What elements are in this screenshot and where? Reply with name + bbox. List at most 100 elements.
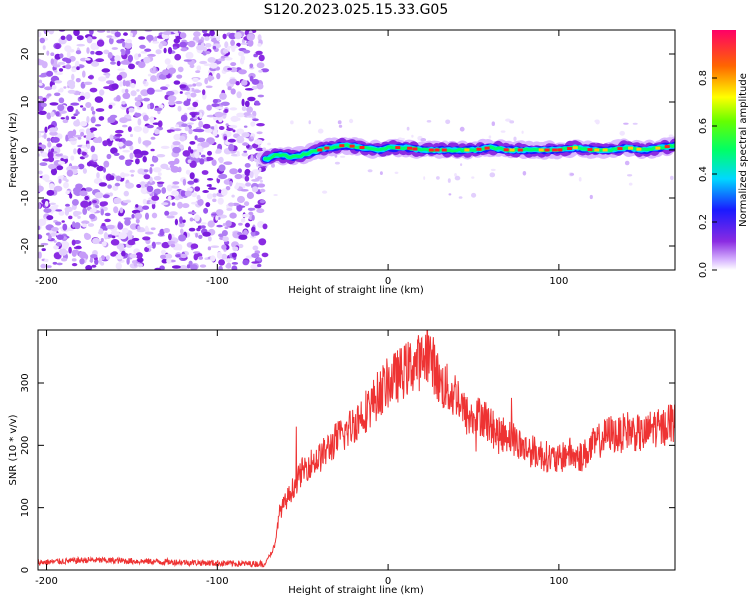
heatmap-noise-cell bbox=[100, 208, 104, 216]
heatmap-noise-cell bbox=[59, 87, 64, 93]
heatmap-noise-cell bbox=[244, 100, 250, 108]
heatmap-noise-cell bbox=[173, 46, 178, 50]
heatmap-noise-cell bbox=[71, 263, 78, 267]
heatmap-noise-cell bbox=[46, 93, 52, 97]
heatmap-noise-cell bbox=[207, 187, 217, 190]
heatmap-noise-cell bbox=[172, 146, 181, 154]
heatmap-noise-cell bbox=[154, 128, 160, 135]
heatmap-noise-cell bbox=[106, 80, 115, 85]
heatmap-noise-cell bbox=[224, 41, 229, 49]
heatmap-noise-cell bbox=[82, 70, 86, 78]
heatmap-noise-cell bbox=[214, 111, 224, 118]
heatmap-noise-cell bbox=[102, 194, 110, 199]
heatmap-noise-cell bbox=[150, 136, 156, 140]
heatmap-noise-cell bbox=[84, 91, 91, 100]
heatmap-noise-cell bbox=[179, 84, 187, 89]
heatmap-noise-cell bbox=[144, 48, 152, 52]
heatmap-noise-cell bbox=[214, 124, 218, 132]
heatmap-noise-cell bbox=[207, 75, 215, 81]
heatmap-noise-cell bbox=[89, 208, 97, 213]
heatmap-noise-cell bbox=[146, 34, 154, 42]
heatmap-noise-cell bbox=[62, 223, 68, 231]
heatmap-noise-cell bbox=[84, 195, 90, 201]
heatmap-ridge-peak bbox=[359, 146, 365, 149]
heatmap-noise-cell bbox=[142, 140, 152, 146]
heatmap-noise-cell bbox=[240, 42, 248, 45]
heatmap-noise-cell bbox=[91, 110, 96, 115]
heatmap-noise-cell bbox=[151, 203, 156, 210]
heatmap-ridge-peak bbox=[339, 144, 345, 148]
heatmap-noise-cell bbox=[100, 255, 105, 261]
heatmap-sparse-cell bbox=[406, 126, 410, 131]
heatmap-noise-cell bbox=[68, 215, 73, 220]
heatmap-noise-cell bbox=[164, 210, 170, 216]
heatmap-noise-cell bbox=[241, 106, 247, 112]
colorbar-tick-label: 0.0 bbox=[698, 262, 709, 278]
heatmap-noise-cell bbox=[236, 42, 241, 47]
heatmap-noise-cell bbox=[38, 82, 43, 86]
heatmap-noise-cell bbox=[196, 137, 206, 143]
heatmap-noise-cell bbox=[142, 156, 147, 163]
heatmap-noise-cell bbox=[242, 49, 251, 54]
heatmap-noise-cell bbox=[195, 82, 203, 87]
heatmap-noise-cell bbox=[39, 162, 48, 167]
heatmap-noise-cell bbox=[232, 129, 236, 133]
heatmap-noise-cell bbox=[241, 79, 248, 86]
heatmap-noise-cell bbox=[54, 72, 63, 76]
heatmap-x-tick-label: 0 bbox=[385, 276, 391, 287]
heatmap-sparse-cell bbox=[589, 194, 593, 200]
heatmap-noise-cell bbox=[142, 205, 150, 210]
heatmap-noise-cell bbox=[110, 147, 118, 154]
heatmap-noise-cell bbox=[58, 97, 65, 104]
heatmap-noise-cell bbox=[121, 50, 126, 56]
heatmap-noise-cell bbox=[48, 163, 56, 170]
heatmap-noise-cell bbox=[129, 152, 134, 160]
heatmap-noise-cell bbox=[118, 232, 128, 240]
heatmap-sparse-cell bbox=[401, 137, 405, 141]
heatmap-noise-cell bbox=[242, 259, 249, 266]
heatmap-noise-cell bbox=[55, 221, 62, 226]
heatmap-noise-cell bbox=[218, 259, 226, 266]
heatmap-noise-cell bbox=[165, 84, 170, 88]
heatmap-noise-cell bbox=[256, 131, 263, 135]
heatmap-sparse-cell bbox=[491, 121, 495, 126]
heatmap-x-tick-label: 100 bbox=[549, 276, 568, 287]
heatmap-ridge-peak bbox=[538, 148, 544, 152]
heatmap-noise-cell bbox=[86, 47, 90, 54]
heatmap-noise-cell bbox=[167, 95, 177, 102]
heatmap-sparse-cell bbox=[367, 169, 373, 173]
heatmap-noise-cell bbox=[103, 86, 112, 90]
heatmap-noise-cell bbox=[60, 117, 65, 120]
heatmap-noise-cell bbox=[113, 152, 120, 156]
heatmap-noise-cell bbox=[137, 168, 145, 175]
heatmap-noise-cell bbox=[108, 104, 113, 109]
heatmap-noise-cell bbox=[216, 224, 223, 228]
heatmap-noise-cell bbox=[211, 159, 217, 166]
heatmap-sparse-cell bbox=[513, 136, 517, 142]
heatmap-noise-cell bbox=[160, 86, 168, 90]
heatmap-sparse-cell bbox=[459, 126, 465, 132]
heatmap-noise-cell bbox=[80, 131, 85, 137]
heatmap-noise-cell bbox=[151, 156, 159, 163]
heatmap-noise-cell bbox=[55, 209, 63, 212]
heatmap-noise-cell bbox=[251, 226, 256, 233]
heatmap-y-tick-label: -10 bbox=[20, 190, 31, 206]
heatmap-noise-cell bbox=[166, 90, 175, 96]
heatmap-noise-cell bbox=[169, 211, 178, 216]
heatmap-noise-cell bbox=[256, 83, 264, 90]
heatmap-noise-cell bbox=[207, 246, 212, 251]
heatmap-noise-cell bbox=[43, 208, 52, 214]
heatmap-sparse-cell bbox=[420, 138, 427, 142]
heatmap-sparse-cell bbox=[505, 118, 511, 122]
heatmap-noise-cell bbox=[163, 47, 167, 54]
heatmap-noise-cell bbox=[104, 218, 111, 223]
heatmap-noise-cell bbox=[187, 84, 194, 87]
heatmap-noise-cell bbox=[236, 135, 245, 144]
heatmap-noise-cell bbox=[41, 61, 48, 69]
heatmap-noise-cell bbox=[121, 88, 126, 94]
heatmap-noise-cell bbox=[143, 97, 150, 102]
heatmap-noise-cell bbox=[241, 132, 250, 138]
heatmap-noise-cell bbox=[235, 182, 240, 190]
heatmap-noise-cell bbox=[160, 163, 169, 169]
heatmap-noise-cell bbox=[80, 200, 89, 208]
